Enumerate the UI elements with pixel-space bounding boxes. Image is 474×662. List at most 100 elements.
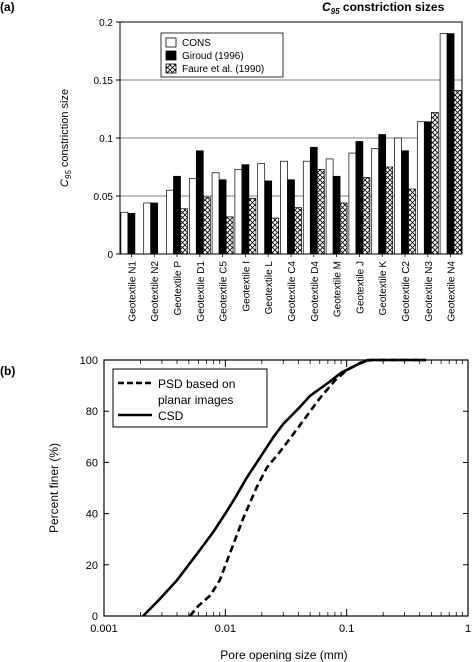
bar-faure-et-al-1990-geotextile-l: [271, 217, 280, 255]
bar-giroud-1996-geotextile-d1: [195, 150, 204, 255]
bar-xtick-label: Geotextile N3: [424, 261, 435, 322]
line-ytick-label: 100: [80, 355, 98, 367]
bar-cons-geotextile-n2: [143, 202, 152, 255]
panel-a-title-rest: constriction sizes: [340, 0, 445, 14]
line-ytick-label: 40: [86, 509, 98, 521]
legend-label-psd-line1: PSD based on: [158, 377, 235, 391]
bar-ylabel-main: C: [59, 179, 71, 187]
line-xlabel: Pore opening size (mm): [220, 648, 347, 662]
bar-giroud-1996-geotextile-p: [173, 175, 181, 255]
panel-b-label: (b): [0, 364, 15, 378]
line-xtick-label: 0.1: [339, 623, 354, 635]
bar-cons-geotextile-d1: [188, 178, 197, 255]
bar-giroud-1996-geotextile-n2: [150, 202, 159, 255]
line-xtick-label: 0.001: [90, 623, 118, 635]
bar-axes: 0 0.05 0.1 0.15 0.2 Geotextile N1 Geotextile N…: [94, 18, 458, 322]
line-ytick-label: 0: [92, 611, 98, 623]
bar-ytick-label: 0.2: [99, 18, 113, 29]
bar-cons-geotextile-n4: [439, 33, 448, 255]
bar-ytick-label: 0.05: [94, 192, 114, 203]
bar-cons-geotextile-p: [166, 189, 174, 255]
bar-giroud-1996-geotextile-m: [332, 175, 341, 255]
bar-legend-box: [160, 32, 284, 78]
panel-a-title: C95 constriction sizes: [322, 0, 445, 16]
bar-giroud-1996-geotextile-c4: [287, 179, 295, 255]
bar-cons-geotextile-i: [234, 168, 243, 255]
bar-marks: [120, 33, 462, 255]
panel-a-label: (a): [0, 0, 15, 14]
bar-xtick-label: Geotextile N2: [150, 261, 161, 322]
bar-faure-et-al-1990-geotextile-k: [385, 166, 394, 255]
bar-giroud-1996-geotextile-c2: [401, 150, 409, 255]
bar-faure-et-al-1990-geotextile-d1: [202, 196, 211, 255]
panel-a-title-sub: 95: [331, 7, 340, 16]
bar-xtick-label: Geotextile J: [355, 261, 366, 314]
bar-xtick-label: Geotextile K: [378, 261, 389, 316]
bar-giroud-1996-geotextile-i: [241, 164, 250, 255]
bar-xtick-label: Geotextile C4: [287, 261, 298, 322]
bar-xtick-label: Geotextile I: [241, 261, 252, 312]
bar-cons-geotextile-m: [325, 158, 334, 255]
bar-giroud-1996-geotextile-n3: [423, 121, 432, 255]
bar-cons-geotextile-l: [257, 163, 266, 255]
bar-giroud-1996-geotextile-n1: [127, 213, 136, 255]
bar-cons-geotextile-c2: [394, 137, 402, 255]
bar-xtick-label: Geotextile M: [333, 261, 344, 317]
bar-faure-et-al-1990-geotextile-c4: [294, 207, 302, 255]
legend-label-faure: Faure et al. (1990): [182, 64, 264, 75]
bar-giroud-1996-geotextile-k: [378, 134, 387, 255]
bar-xtick-label: Geotextile N1: [127, 261, 138, 322]
line-series-csd: [142, 358, 426, 617]
panel-a-title-main: C: [322, 0, 331, 14]
bar-faure-et-al-1990-geotextile-i: [248, 197, 257, 255]
bar-xtick-label: Geotextile L: [264, 261, 275, 315]
bar-xtick-label: Geotextile N4: [447, 261, 458, 322]
bar-faure-et-al-1990-geotextile-n3: [430, 112, 439, 255]
legend-label-psd-line2: planar images: [158, 393, 233, 407]
bar-faure-et-al-1990-geotextile-j: [362, 177, 371, 255]
bar-xtick-label: Geotextile C2: [401, 261, 412, 322]
bar-giroud-1996-geotextile-j: [355, 141, 364, 255]
bar-ylabel: C95 constriction size: [59, 89, 73, 187]
line-ytick-label: 60: [86, 457, 98, 469]
bar-legend: CONS Giroud (1996) Faure et al. (1990): [160, 32, 284, 78]
bar-faure-et-al-1990-geotextile-c2: [408, 188, 416, 255]
bar-ylabel-rest: constriction size: [59, 89, 71, 170]
bar-cons-geotextile-n3: [416, 121, 425, 255]
bar-gridlines: [120, 79, 462, 197]
bar-cons-geotextile-c5: [211, 172, 220, 255]
panel-a: (a) C95 constriction sizes C95 constrict…: [0, 0, 463, 322]
bar-xtick-label: Geotextile D4: [310, 261, 321, 322]
line-ylabel: Percent finer (%): [47, 443, 61, 533]
bar-cons-geotextile-k: [371, 148, 380, 255]
bar-ytick-label: 0: [107, 250, 113, 261]
bar-giroud-1996-geotextile-d4: [309, 146, 318, 255]
line-plot-frame: [103, 359, 469, 617]
legend-label-cons: CONS: [182, 38, 211, 49]
bar-giroud-1996-geotextile-l: [264, 180, 273, 255]
bar-cons-geotextile-j: [348, 152, 357, 255]
bar-faure-et-al-1990-geotextile-m: [339, 202, 348, 255]
bar-ytick-label: 0.1: [99, 134, 113, 145]
bar-xtick-label: Geotextile D1: [196, 261, 207, 322]
bar-xtick-label: Geotextile P: [173, 261, 184, 316]
panel-b: (b) Percent finer (%) Pore opening size …: [0, 355, 471, 662]
bar-faure-et-al-1990-geotextile-n4: [453, 90, 462, 255]
bar-xtick-label: Geotextile C5: [219, 261, 230, 322]
bar-ylabel-sub: 95: [64, 170, 73, 179]
line-ytick-label: 20: [86, 560, 98, 572]
bar-ytick-label: 0.15: [94, 76, 114, 87]
bar-faure-et-al-1990-geotextile-c5: [225, 216, 234, 255]
bar-cons-geotextile-n1: [120, 211, 129, 255]
bar-cons-geotextile-c4: [280, 160, 288, 255]
legend-label-giroud: Giroud (1996): [182, 51, 244, 62]
bar-giroud-1996-geotextile-n4: [446, 33, 455, 255]
line-ytick-label: 80: [86, 406, 98, 418]
bar-faure-et-al-1990-geotextile-d4: [316, 168, 325, 255]
bar-giroud-1996-geotextile-c5: [218, 179, 227, 255]
legend-swatch-cons: [165, 37, 177, 48]
legend-swatch-faure: [165, 63, 177, 74]
line-xtick-label: 0.01: [215, 623, 236, 635]
line-xtick-label: 1: [465, 623, 471, 635]
